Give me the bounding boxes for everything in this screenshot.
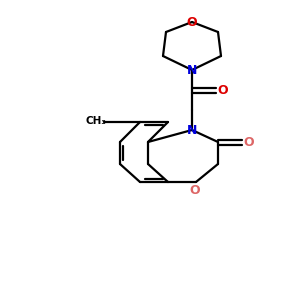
Text: O: O — [244, 136, 254, 148]
Text: N: N — [187, 124, 197, 136]
Text: N: N — [187, 64, 197, 76]
Text: CH₃: CH₃ — [85, 116, 106, 126]
Text: O: O — [190, 184, 200, 196]
Text: O: O — [187, 16, 197, 28]
Text: O: O — [218, 83, 228, 97]
